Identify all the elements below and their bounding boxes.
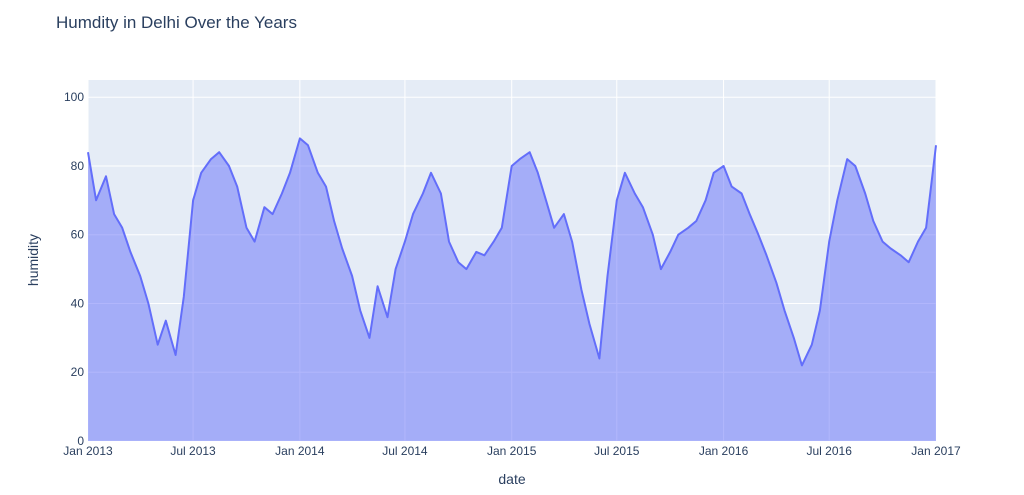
chart-title: Humdity in Delhi Over the Years <box>56 13 297 32</box>
y-tick-labels: 0 20 40 60 80 100 <box>64 90 84 448</box>
x-tick-label: Jan 2017 <box>911 444 961 458</box>
y-axis-title: humidity <box>25 234 41 286</box>
y-tick-label: 100 <box>64 90 84 104</box>
x-tick-label: Jul 2013 <box>170 444 216 458</box>
x-tick-label: Jan 2016 <box>699 444 749 458</box>
x-tick-labels: Jan 2013 Jul 2013 Jan 2014 Jul 2014 Jan 2015… <box>63 444 961 458</box>
x-tick-label: Jul 2015 <box>594 444 640 458</box>
x-tick-label: Jul 2016 <box>807 444 853 458</box>
y-tick-label: 20 <box>71 365 85 379</box>
y-tick-label: 40 <box>71 296 85 310</box>
y-tick-label: 60 <box>71 228 85 242</box>
y-tick-label: 0 <box>77 434 84 448</box>
x-axis-title: date <box>498 471 525 487</box>
x-tick-label: Jan 2013 <box>63 444 113 458</box>
y-tick-label: 80 <box>71 159 85 173</box>
humidity-area-fill <box>88 138 936 441</box>
x-tick-label: Jan 2015 <box>487 444 537 458</box>
x-tick-label: Jul 2014 <box>382 444 428 458</box>
x-tick-label: Jan 2014 <box>275 444 325 458</box>
humidity-line <box>87 137 937 367</box>
